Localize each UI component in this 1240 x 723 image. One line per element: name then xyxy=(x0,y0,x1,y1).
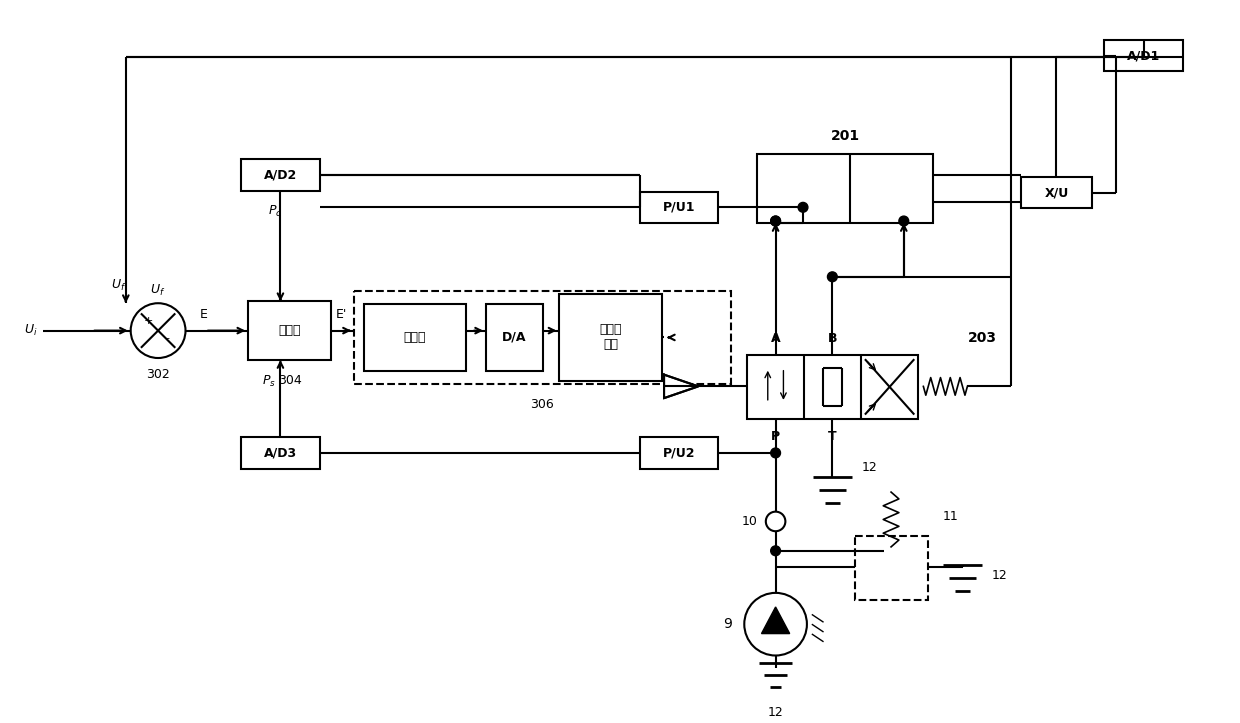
Text: $U_i$: $U_i$ xyxy=(25,323,37,338)
Text: T: T xyxy=(828,430,837,443)
Bar xyxy=(242,437,320,469)
Text: -: - xyxy=(166,333,170,343)
Bar xyxy=(559,294,662,380)
Text: B: B xyxy=(827,333,837,346)
Text: +: + xyxy=(144,316,153,326)
Circle shape xyxy=(771,448,780,458)
Bar xyxy=(640,437,718,469)
Bar xyxy=(353,291,730,385)
Text: 控制器: 控制器 xyxy=(404,331,427,344)
Text: A/D2: A/D2 xyxy=(264,168,298,181)
Circle shape xyxy=(771,546,780,556)
Bar xyxy=(854,536,929,599)
Text: E: E xyxy=(200,308,208,321)
Bar xyxy=(640,192,718,223)
Circle shape xyxy=(827,272,837,282)
Circle shape xyxy=(799,202,808,212)
Circle shape xyxy=(771,216,780,226)
Text: 校正器: 校正器 xyxy=(279,324,301,337)
Polygon shape xyxy=(665,375,698,398)
Text: D/A: D/A xyxy=(502,331,527,344)
Bar xyxy=(756,155,934,223)
Bar xyxy=(1022,177,1091,208)
Polygon shape xyxy=(761,607,790,633)
Circle shape xyxy=(899,216,909,226)
Bar xyxy=(486,304,543,371)
Text: P/U2: P/U2 xyxy=(662,446,694,459)
Text: 304: 304 xyxy=(278,374,301,387)
Bar xyxy=(748,355,919,419)
Bar xyxy=(1105,40,1183,72)
Text: E': E' xyxy=(336,308,347,321)
Bar xyxy=(242,159,320,191)
Text: 12: 12 xyxy=(862,461,878,474)
Text: 功率放
大器: 功率放 大器 xyxy=(599,323,622,351)
Bar xyxy=(363,304,466,371)
Bar xyxy=(248,301,331,360)
Text: 203: 203 xyxy=(967,331,997,346)
Text: $P_c$: $P_c$ xyxy=(268,205,283,220)
Text: 302: 302 xyxy=(146,368,170,381)
Text: 9: 9 xyxy=(723,617,732,631)
Text: 10: 10 xyxy=(742,515,758,528)
Text: 11: 11 xyxy=(942,510,959,523)
Text: A/D1: A/D1 xyxy=(1127,49,1161,62)
Text: 12: 12 xyxy=(992,569,1008,582)
Text: $U_f$: $U_f$ xyxy=(150,283,166,299)
Text: A: A xyxy=(771,333,780,346)
Text: $U_f$: $U_f$ xyxy=(112,278,126,294)
Text: 306: 306 xyxy=(531,398,554,411)
Text: P/U1: P/U1 xyxy=(662,201,694,214)
Text: 12: 12 xyxy=(768,706,784,719)
Text: P: P xyxy=(771,430,780,443)
Text: 201: 201 xyxy=(831,129,859,142)
Text: X/U: X/U xyxy=(1044,186,1069,199)
Circle shape xyxy=(771,216,780,226)
Text: $P_s$: $P_s$ xyxy=(262,374,275,389)
Text: A/D3: A/D3 xyxy=(264,446,298,459)
